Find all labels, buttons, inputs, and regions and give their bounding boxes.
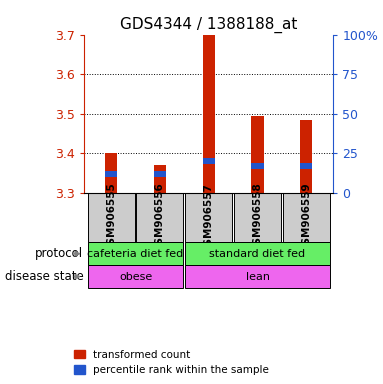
- Text: GSM906555: GSM906555: [106, 183, 116, 252]
- Text: protocol: protocol: [35, 247, 83, 260]
- Bar: [88, 265, 183, 288]
- Text: disease state: disease state: [5, 270, 83, 283]
- Legend: transformed count, percentile rank within the sample: transformed count, percentile rank withi…: [74, 350, 269, 375]
- Bar: [154, 171, 166, 177]
- Title: GDS4344 / 1388188_at: GDS4344 / 1388188_at: [120, 17, 298, 33]
- Text: standard diet fed: standard diet fed: [210, 249, 306, 259]
- Bar: [283, 193, 330, 242]
- Text: GSM906558: GSM906558: [252, 183, 263, 252]
- Text: GSM906559: GSM906559: [301, 183, 311, 252]
- Bar: [300, 163, 313, 169]
- Text: GSM906556: GSM906556: [155, 183, 165, 252]
- Bar: [88, 242, 183, 265]
- Bar: [300, 120, 313, 193]
- Bar: [234, 193, 281, 242]
- Bar: [185, 242, 330, 265]
- Text: obese: obese: [119, 271, 152, 281]
- Bar: [136, 193, 183, 242]
- Bar: [203, 35, 215, 193]
- Bar: [185, 193, 232, 242]
- Bar: [105, 171, 117, 177]
- Bar: [154, 165, 166, 193]
- Bar: [203, 158, 215, 164]
- Bar: [88, 193, 134, 242]
- Text: cafeteria diet fed: cafeteria diet fed: [87, 249, 183, 259]
- Bar: [105, 153, 117, 193]
- Bar: [252, 116, 264, 193]
- Text: GSM906557: GSM906557: [204, 183, 214, 253]
- Bar: [185, 265, 330, 288]
- Bar: [252, 163, 264, 169]
- Text: lean: lean: [246, 271, 270, 281]
